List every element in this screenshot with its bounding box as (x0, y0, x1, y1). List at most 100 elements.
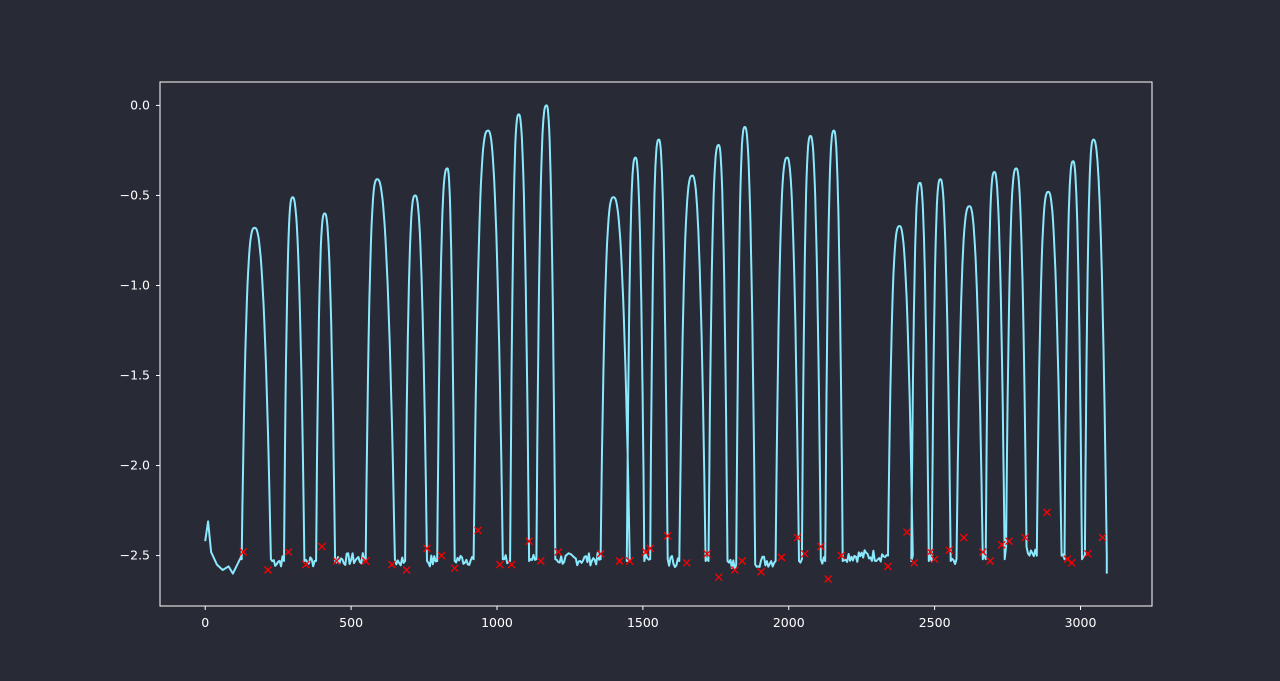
marker-stroke (507, 560, 516, 569)
peak-marker (945, 546, 954, 555)
marker-stroke (930, 555, 939, 564)
peak-marker (682, 558, 691, 567)
marker-stroke (1083, 549, 1092, 558)
marker-stroke (1043, 508, 1051, 517)
y-tick-label: −2.0 (120, 458, 150, 473)
marker-stroke (387, 560, 396, 569)
x-axis: 0 500 1000 1500 2000 2500 3000 (201, 606, 1096, 630)
peak-marker (596, 549, 605, 558)
marker-stroke (615, 557, 624, 565)
marker-stroke (682, 558, 691, 567)
peak-marker (437, 551, 446, 560)
peak-marker (959, 533, 968, 542)
marker-stroke (474, 526, 482, 535)
marker-stroke (450, 564, 459, 573)
peak-marker (625, 557, 634, 565)
marker-stroke (284, 548, 293, 556)
peak-marker (284, 548, 293, 556)
marker-stroke (1021, 533, 1030, 542)
marker-stroke (926, 548, 935, 556)
marker-stroke (883, 562, 892, 571)
marker-stroke (800, 549, 809, 558)
peak-marker (1043, 508, 1051, 517)
peak-marker (777, 553, 786, 562)
marker-stroke (301, 560, 310, 569)
marker-stroke (714, 573, 723, 582)
marker-stroke (910, 558, 919, 567)
peak-marker (361, 557, 370, 565)
peak-marker (902, 528, 911, 537)
peak-marker (793, 533, 802, 542)
peak-marker (646, 544, 655, 553)
marker-stroke (738, 557, 747, 565)
peak-marker (263, 566, 272, 574)
peak-marker (536, 557, 545, 565)
peak-marker (663, 531, 672, 540)
peak-marker (997, 540, 1006, 549)
marker-stroke (816, 542, 825, 551)
x-tick-label: 1000 (481, 615, 513, 630)
y-tick-label: −1.5 (120, 368, 150, 383)
peak-marker (387, 560, 396, 569)
peak-marker (703, 549, 712, 558)
marker-stroke (663, 531, 672, 540)
marker-stroke (495, 560, 504, 569)
peak-marker (714, 573, 723, 582)
peak-marker (910, 558, 919, 567)
peak-marker (757, 567, 765, 576)
marker-stroke (646, 544, 655, 553)
marker-stroke (423, 544, 431, 553)
signal-line (204, 104, 1108, 575)
peak-marker (816, 542, 825, 551)
peak-marker (730, 566, 739, 574)
marker-stroke (945, 546, 954, 555)
marker-stroke (824, 575, 833, 583)
peak-marker (738, 557, 747, 565)
peak-marker (930, 555, 939, 564)
peak-marker (317, 542, 326, 551)
marker-stroke (317, 542, 326, 551)
peak-marker (332, 557, 341, 565)
x-tick-label: 0 (201, 615, 209, 630)
peak-marker (495, 560, 504, 569)
marker-stroke (332, 557, 341, 565)
peak-marker (926, 548, 935, 556)
series-layer (204, 104, 1108, 583)
peak-marker (1098, 533, 1107, 542)
y-axis: 0.0 −0.5 −1.0 −1.5 −2.0 −2.5 (120, 97, 160, 563)
x-tick-label: 500 (339, 615, 363, 630)
marker-stroke (777, 553, 786, 562)
marker-stroke (596, 549, 605, 558)
marker-stroke (525, 537, 534, 546)
peak-marker (525, 537, 534, 546)
x-tick-label: 2500 (919, 615, 951, 630)
marker-stroke (959, 533, 968, 542)
marker-stroke (703, 549, 712, 558)
peak-marker (450, 564, 459, 573)
marker-stroke (1063, 555, 1072, 564)
y-tick-label: −2.5 (120, 548, 150, 563)
marker-stroke (793, 533, 802, 542)
marker-stroke (239, 548, 248, 556)
y-tick-label: −1.0 (120, 277, 150, 292)
marker-stroke (536, 557, 545, 565)
marker-stroke (986, 557, 995, 565)
peak-marker (423, 544, 431, 553)
marker-stroke (730, 566, 739, 574)
marker-stroke (625, 557, 634, 565)
peak-marker (986, 557, 995, 565)
marker-stroke (902, 528, 911, 537)
marker-stroke (1067, 558, 1076, 567)
peak-marker (1083, 549, 1092, 558)
peak-marker (474, 526, 482, 535)
peak-marker (301, 560, 310, 569)
peak-marker (554, 548, 563, 556)
marker-stroke (837, 551, 846, 560)
peak-marker (800, 549, 809, 558)
marker-stroke (554, 548, 563, 556)
peak-marker (1021, 533, 1030, 542)
marker-stroke (1098, 533, 1107, 542)
y-tick-label: −0.5 (120, 187, 150, 202)
peak-marker (615, 557, 624, 565)
peak-marker (824, 575, 833, 583)
